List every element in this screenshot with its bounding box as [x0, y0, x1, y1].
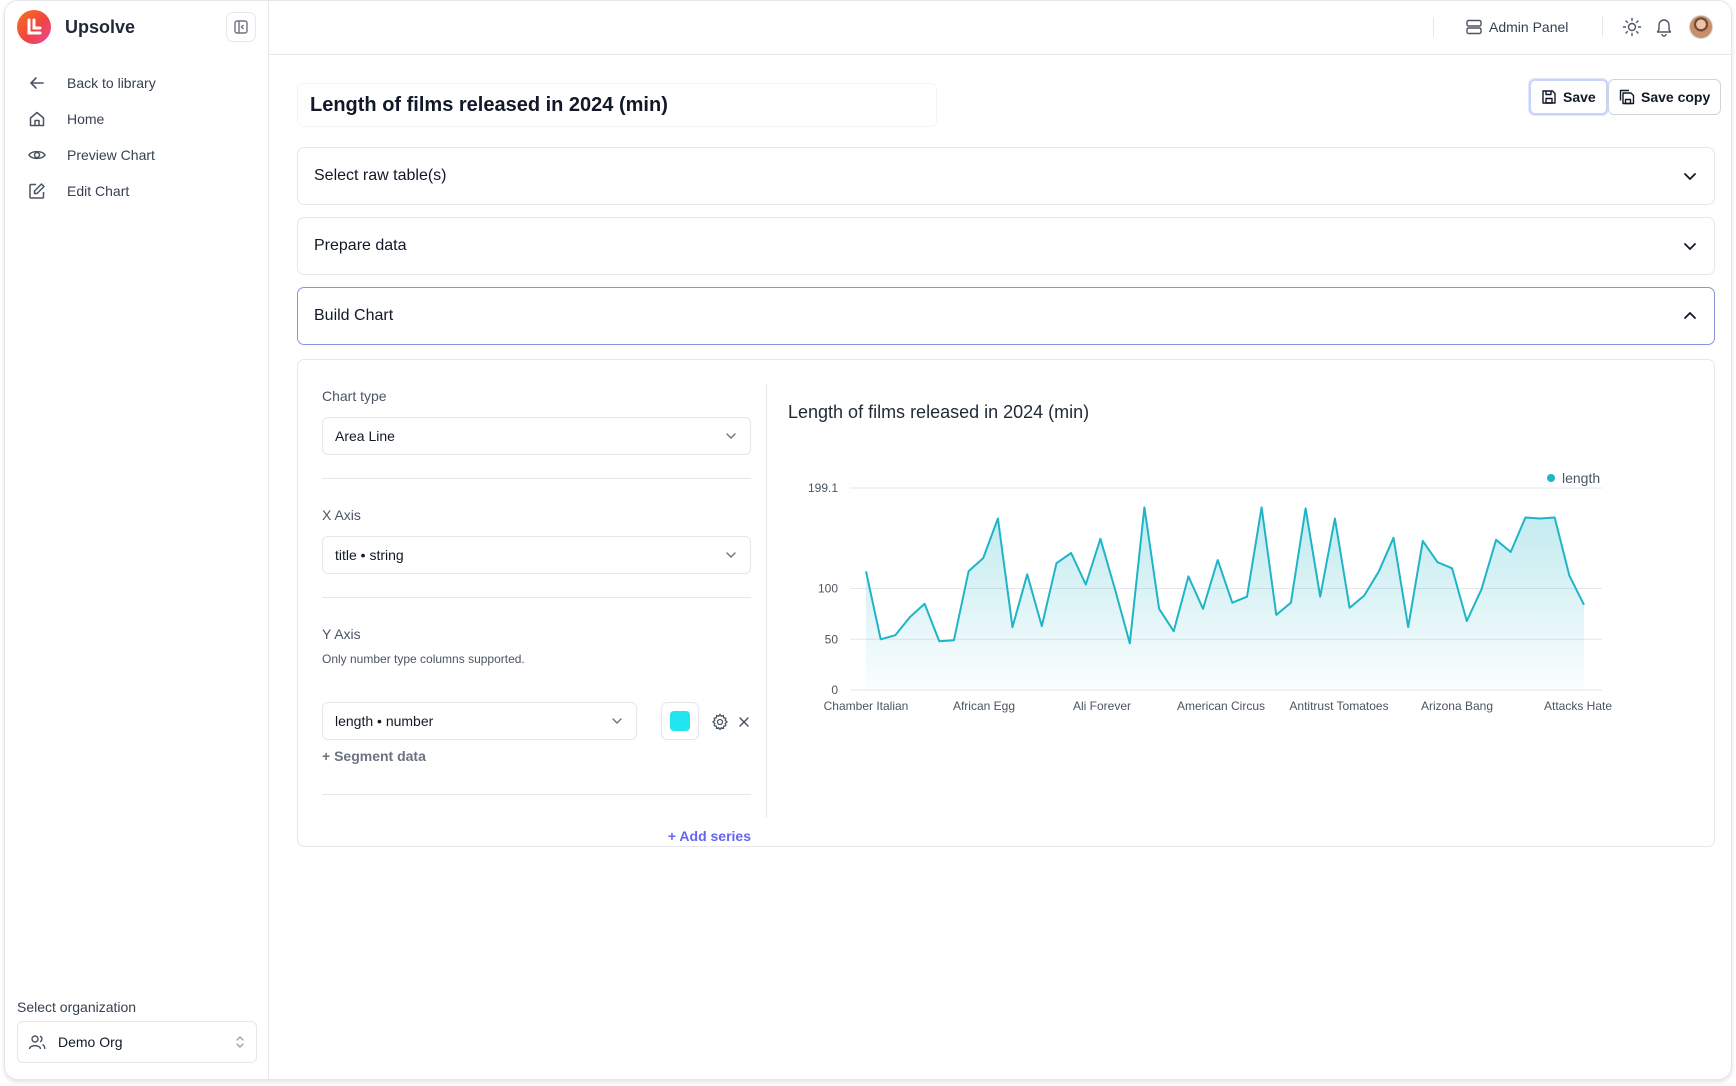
eye-icon [27, 145, 47, 165]
sidebar-nav: Back to library Home Preview Chart Edit … [21, 65, 253, 209]
x-tick-label: African Egg [953, 699, 1015, 713]
series-area [866, 507, 1584, 690]
x-tick-label: Arizona Bang [1421, 699, 1493, 713]
y-tick-label: 0 [831, 683, 838, 697]
y-tick-label: 50 [825, 632, 839, 646]
sun-icon [1622, 17, 1642, 37]
save-copy-label: Save copy [1641, 89, 1711, 105]
section-title: Build Chart [314, 307, 394, 324]
chevron-up-down-icon [234, 1034, 246, 1050]
chart-editor: Length of films released in 2024 (min) S… [269, 55, 1731, 1079]
app-window: Upsolve Back to library Home [4, 0, 1732, 1080]
nav-edit-chart[interactable]: Edit Chart [21, 173, 253, 209]
y-axis-label: Y Axis [322, 626, 361, 642]
chevron-down-icon [610, 714, 624, 728]
x-tick-label: American Circus [1177, 699, 1265, 713]
series-line [865, 506, 1585, 645]
home-icon [27, 109, 47, 129]
save-copy-icon [1619, 89, 1635, 105]
x-tick-label: Ali Forever [1073, 699, 1131, 713]
chart-title-input[interactable]: Length of films released in 2024 (min) [297, 83, 937, 127]
section-title: Select raw table(s) [314, 167, 447, 184]
org-select[interactable]: Demo Org [17, 1021, 257, 1063]
nav-label: Edit Chart [67, 183, 130, 199]
save-button[interactable]: Save [1529, 79, 1608, 115]
chevron-down-icon [1682, 168, 1698, 184]
section-select-raw-tables[interactable]: Select raw table(s) [297, 147, 1715, 205]
chart-preview: Length of films released in 2024 (min) 0… [788, 384, 1688, 824]
arrow-left-icon [27, 73, 47, 93]
x-axis-label: X Axis [322, 507, 361, 523]
edit-icon [27, 181, 47, 201]
chart-title: Length of films released in 2024 (min) [788, 402, 1090, 422]
collapse-sidebar-button[interactable] [226, 12, 256, 42]
chart-type-label: Chart type [322, 388, 387, 404]
segment-data-link[interactable]: + Segment data [322, 748, 426, 764]
save-copy-button[interactable]: Save copy [1608, 79, 1722, 115]
admin-panel-link[interactable]: Admin Panel [1465, 1, 1568, 53]
nav-home[interactable]: Home [21, 101, 253, 137]
save-icon [1541, 89, 1557, 105]
nav-label: Home [67, 111, 105, 127]
nav-label: Back to library [67, 75, 156, 91]
y-axis-hint: Only number type columns supported. [322, 652, 525, 666]
sidebar-toggle-icon [234, 20, 248, 34]
legend-label: length [1562, 470, 1600, 486]
x-tick-label: Attacks Hate [1544, 699, 1612, 713]
series-settings-button[interactable] [710, 712, 730, 732]
server-icon [1465, 18, 1483, 36]
notifications-button[interactable] [1653, 16, 1675, 38]
divider [322, 478, 751, 479]
nav-label: Preview Chart [67, 147, 155, 163]
legend-marker [1547, 474, 1555, 482]
brand[interactable]: Upsolve [17, 9, 135, 45]
series-color-picker[interactable] [661, 702, 699, 740]
sidebar: Upsolve Back to library Home [5, 1, 269, 1079]
build-chart-panel: Chart type Area Line X Axis title • stri… [297, 359, 1715, 847]
x-tick-label: Chamber Italian [824, 699, 909, 713]
divider [322, 794, 751, 795]
user-avatar[interactable] [1689, 15, 1713, 39]
divider [1433, 17, 1434, 37]
chevron-down-icon [1682, 238, 1698, 254]
section-title: Prepare data [314, 237, 407, 254]
admin-panel-label: Admin Panel [1489, 19, 1569, 35]
bell-icon [1656, 19, 1672, 37]
remove-series-button[interactable] [734, 712, 754, 732]
chevron-down-icon [724, 429, 738, 443]
chart-type-select[interactable]: Area Line [322, 417, 751, 455]
brand-name: Upsolve [65, 16, 136, 37]
users-icon [28, 1033, 46, 1051]
chevron-down-icon [724, 548, 738, 562]
x-tick-label: Antitrust Tomatoes [1289, 699, 1388, 713]
section-prepare-data[interactable]: Prepare data [297, 217, 1715, 275]
color-swatch [670, 711, 690, 731]
y-axis-value: length • number [335, 713, 434, 729]
chevron-up-icon [1682, 308, 1698, 324]
y-tick-label: 100 [818, 582, 838, 596]
section-build-chart[interactable]: Build Chart [297, 287, 1715, 345]
save-label: Save [1563, 89, 1596, 105]
x-axis-value: title • string [335, 547, 404, 563]
org-select-label: Select organization [17, 999, 137, 1015]
nav-back-to-library[interactable]: Back to library [21, 65, 253, 101]
y-axis-select[interactable]: length • number [322, 702, 637, 740]
divider [1602, 17, 1603, 37]
gear-icon [712, 713, 728, 731]
nav-preview-chart[interactable]: Preview Chart [21, 137, 253, 173]
divider [322, 597, 751, 598]
theme-toggle-button[interactable] [1621, 16, 1643, 38]
chart-type-value: Area Line [335, 428, 395, 444]
add-series-link[interactable]: + Add series [667, 828, 751, 844]
x-axis-select[interactable]: title • string [322, 536, 751, 574]
y-tick-label: 199.1 [808, 481, 838, 495]
upsolve-logo-icon [17, 10, 51, 44]
top-bar: Admin Panel [269, 1, 1731, 55]
area-line-chart: 0 50 100 199.1 Chamber Italian African Egg Ali… [808, 470, 1612, 713]
divider [766, 384, 767, 818]
close-icon [739, 717, 749, 727]
org-select-value: Demo Org [58, 1034, 123, 1050]
